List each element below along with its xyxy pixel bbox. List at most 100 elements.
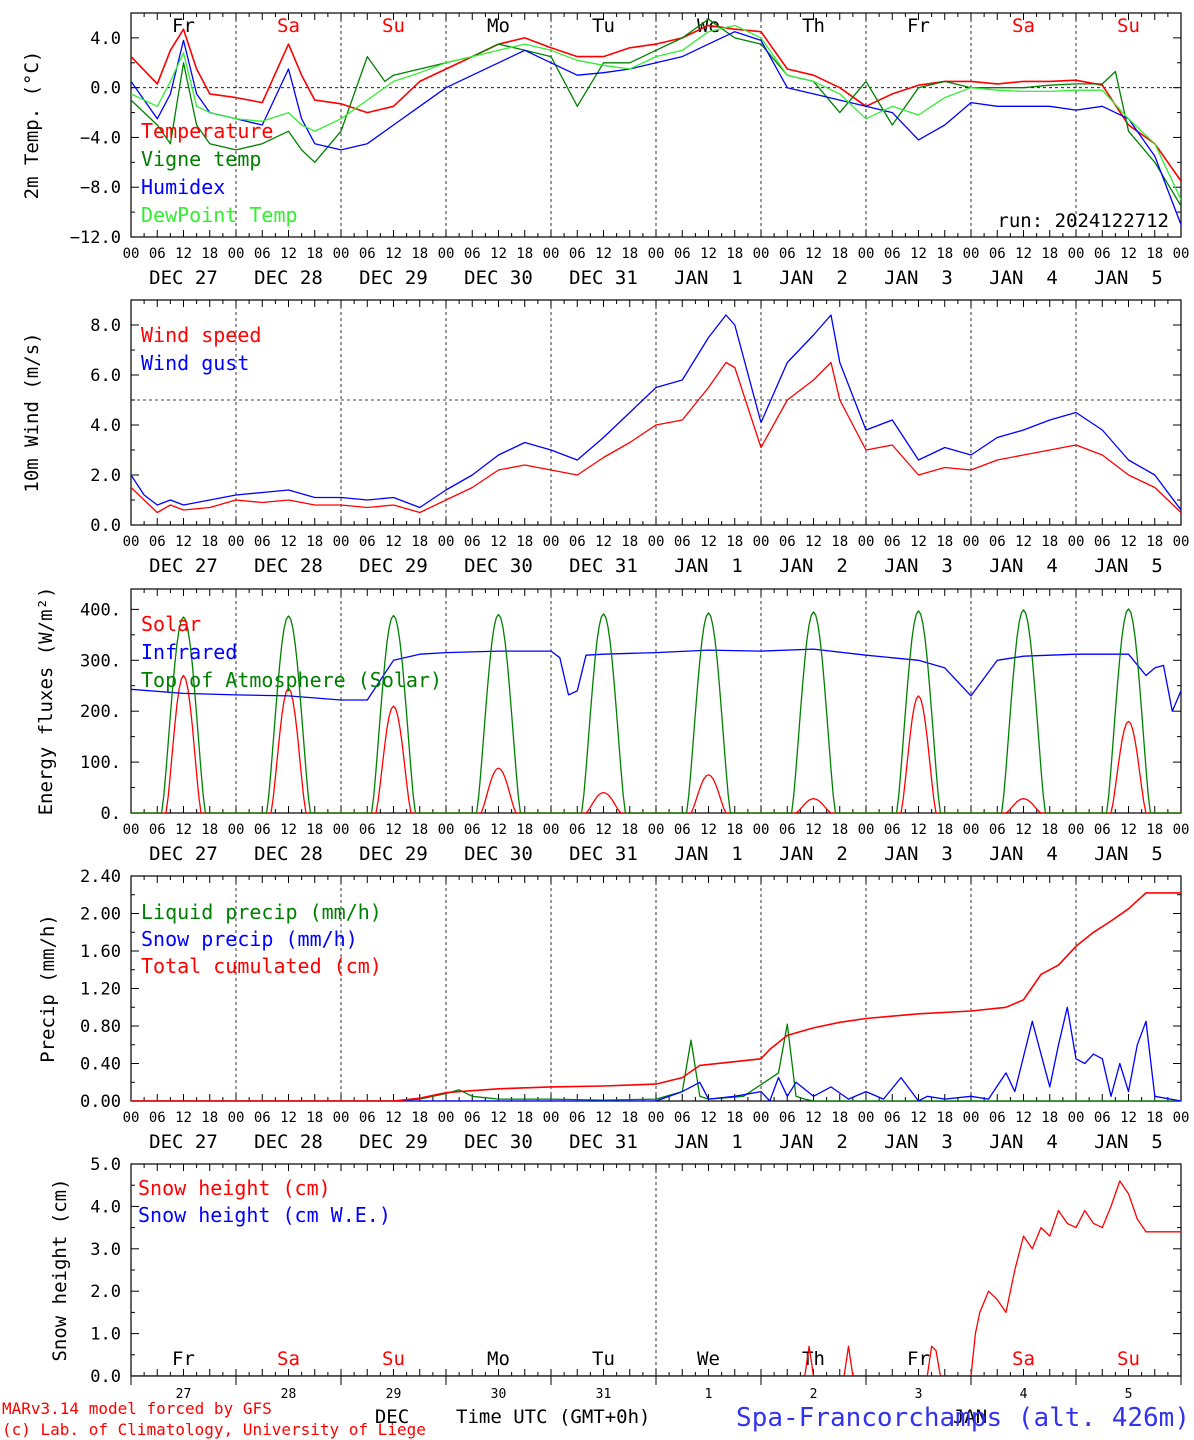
hour-tick-label: 12 bbox=[700, 1110, 717, 1126]
date-label: JAN 4 bbox=[989, 1131, 1058, 1153]
hour-tick-label: 12 bbox=[595, 1110, 612, 1126]
hour-tick-label: 18 bbox=[831, 534, 848, 550]
date-label: JAN 3 bbox=[884, 555, 953, 577]
hour-tick-label: 18 bbox=[1041, 1110, 1058, 1126]
hour-tick-label: 18 bbox=[1041, 534, 1058, 550]
month-label-right: JAN bbox=[953, 1406, 987, 1428]
hour-tick-label: 12 bbox=[385, 822, 402, 838]
day-number-label: 27 bbox=[176, 1387, 192, 1402]
day-abbrev-label: Fr bbox=[172, 1348, 195, 1370]
hour-tick-label: 12 bbox=[910, 534, 927, 550]
y-axis-label: 2m Temp. (°C) bbox=[21, 51, 43, 200]
hour-tick-label: 00 bbox=[1173, 534, 1190, 550]
hour-tick-label: 00 bbox=[123, 534, 140, 550]
hour-tick-label: 18 bbox=[726, 534, 743, 550]
legend-entry: Wind gust bbox=[141, 351, 249, 375]
hour-tick-label: 12 bbox=[175, 534, 192, 550]
date-label: DEC 28 bbox=[254, 267, 323, 289]
hour-tick-label: 12 bbox=[1120, 246, 1137, 262]
hour-tick-label: 12 bbox=[385, 246, 402, 262]
hour-tick-label: 18 bbox=[306, 246, 323, 262]
hour-tick-label: 18 bbox=[516, 246, 533, 262]
hour-tick-label: 18 bbox=[621, 1110, 638, 1126]
date-label: JAN 5 bbox=[1094, 843, 1163, 865]
series-group bbox=[131, 892, 1181, 1101]
run-label: run: 2024122712 bbox=[997, 210, 1169, 232]
legend-entry: Top of Atmosphere (Solar) bbox=[141, 668, 442, 692]
hour-tick-label: 18 bbox=[201, 246, 218, 262]
hour-tick-label: 12 bbox=[805, 1110, 822, 1126]
series-line-wind-gust bbox=[131, 314, 1181, 511]
series-line-top-of-atmosphere-solar bbox=[131, 608, 1181, 813]
y-tick-label: −4.0 bbox=[80, 128, 121, 148]
y-tick-label: −12.0 bbox=[70, 228, 121, 248]
hour-tick-label: 06 bbox=[884, 246, 901, 262]
hour-tick-label: 18 bbox=[726, 1110, 743, 1126]
y-tick-label: 2.00 bbox=[80, 905, 121, 925]
hour-tick-label: 12 bbox=[910, 1110, 927, 1126]
y-tick-label: −8.0 bbox=[80, 178, 121, 198]
month-label-left: DEC bbox=[375, 1406, 409, 1428]
hour-tick-label: 18 bbox=[516, 534, 533, 550]
y-axis-label: Snow height (cm) bbox=[49, 1178, 71, 1361]
y-tick-label: 300. bbox=[80, 651, 121, 671]
hour-tick-label: 06 bbox=[254, 1110, 271, 1126]
date-label: DEC 27 bbox=[149, 1131, 218, 1153]
hour-tick-label: 06 bbox=[254, 534, 271, 550]
hour-tick-label: 12 bbox=[1120, 534, 1137, 550]
hour-tick-label: 00 bbox=[438, 1110, 455, 1126]
hour-tick-label: 12 bbox=[175, 822, 192, 838]
hour-tick-label: 18 bbox=[936, 822, 953, 838]
day-abbrev-label: We bbox=[697, 1348, 720, 1370]
hour-tick-label: 06 bbox=[884, 822, 901, 838]
hour-tick-label: 12 bbox=[280, 822, 297, 838]
hour-tick-label: 18 bbox=[1146, 534, 1163, 550]
hour-tick-label: 00 bbox=[753, 1110, 770, 1126]
day-abbrev-label: Su bbox=[1117, 1348, 1140, 1370]
hour-tick-label: 06 bbox=[1094, 534, 1111, 550]
hour-tick-label: 18 bbox=[306, 534, 323, 550]
station-title: Spa-Francorchamps (alt. 426m) bbox=[736, 1403, 1190, 1433]
hour-tick-label: 12 bbox=[910, 822, 927, 838]
day-abbrev-label: Sa bbox=[1012, 1348, 1035, 1370]
day-number-label: 2 bbox=[810, 1387, 818, 1402]
y-tick-label: 0.80 bbox=[80, 1017, 121, 1037]
hour-tick-label: 06 bbox=[359, 534, 376, 550]
date-label: DEC 31 bbox=[569, 1131, 638, 1153]
hour-tick-label: 06 bbox=[779, 534, 796, 550]
footer: MARv3.14 model forced by GFS (c) Lab. of … bbox=[2, 1399, 1190, 1439]
series-line-humidex bbox=[131, 31, 1181, 225]
hour-tick-label: 06 bbox=[989, 246, 1006, 262]
day-abbrev-label: Th bbox=[802, 15, 825, 37]
hour-tick-label: 00 bbox=[1068, 1110, 1085, 1126]
hour-tick-label: 00 bbox=[438, 534, 455, 550]
date-label: JAN 5 bbox=[1094, 555, 1163, 577]
hour-tick-label: 00 bbox=[228, 534, 245, 550]
hour-tick-label: 18 bbox=[1041, 246, 1058, 262]
hour-tick-label: 12 bbox=[1015, 534, 1032, 550]
hour-tick-label: 06 bbox=[989, 534, 1006, 550]
hour-tick-label: 18 bbox=[1146, 246, 1163, 262]
date-label: DEC 30 bbox=[464, 843, 533, 865]
hour-tick-label: 00 bbox=[333, 246, 350, 262]
hour-tick-label: 00 bbox=[543, 1110, 560, 1126]
hour-tick-label: 12 bbox=[595, 822, 612, 838]
hour-tick-label: 06 bbox=[569, 246, 586, 262]
hour-tick-label: 06 bbox=[149, 246, 166, 262]
hour-tick-label: 12 bbox=[280, 534, 297, 550]
hour-tick-label: 00 bbox=[963, 822, 980, 838]
hour-tick-label: 06 bbox=[359, 1110, 376, 1126]
date-label: DEC 27 bbox=[149, 555, 218, 577]
hour-tick-label: 18 bbox=[936, 246, 953, 262]
hour-tick-label: 00 bbox=[123, 246, 140, 262]
hour-tick-label: 12 bbox=[1015, 822, 1032, 838]
date-label: DEC 28 bbox=[254, 555, 323, 577]
legend-entry: Total cumulated (cm) bbox=[141, 954, 382, 978]
hour-tick-label: 06 bbox=[884, 534, 901, 550]
hour-tick-label: 06 bbox=[359, 246, 376, 262]
chart-panel-2: 0.0 2.0 4.0 6.0 8.0 10m Wind (m/s) 00 06 12 18 00 0… bbox=[21, 299, 1190, 577]
legend-entry: Liquid precip (mm/h) bbox=[141, 900, 382, 924]
hour-tick-label: 12 bbox=[490, 534, 507, 550]
hour-tick-label: 00 bbox=[753, 246, 770, 262]
day-abbrev-label: Tu bbox=[592, 1348, 615, 1370]
